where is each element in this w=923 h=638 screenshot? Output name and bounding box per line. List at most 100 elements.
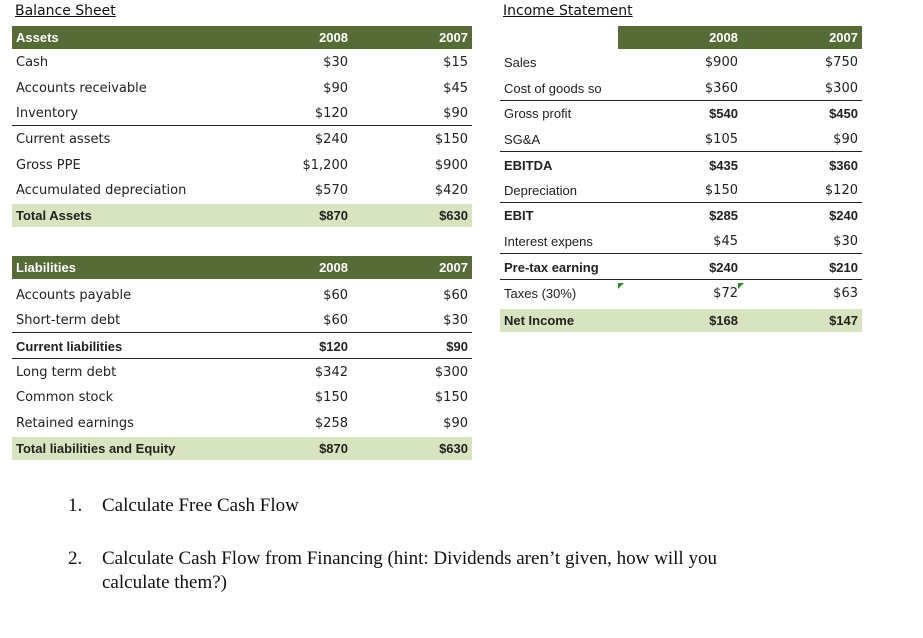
total-liabilities-row: Total liabilities and Equity $870 $630 [12,437,472,460]
row-value-2008: $150 [314,390,348,405]
table-row: Pre-tax earning $240 $210 [500,256,862,280]
row-value-2008: $90 [323,81,348,96]
row-value-2008: $60 [323,288,348,303]
row-label: Taxes (30%) [504,286,577,301]
assets-header-row: Assets 2008 2007 [12,26,472,49]
income-statement-title: Income Statement [503,3,633,19]
row-label: SG&A [504,132,541,147]
row-value-2008: $435 [709,158,738,173]
row-value-2008: $105 [704,132,738,147]
row-label: Retained earnings [16,416,134,431]
assets-table: Assets 2008 2007 Cash $30 $15 Accounts r… [12,26,472,232]
row-value-2008: $570 [314,183,348,198]
row-value-2007: $240 [829,208,858,223]
income-header-2008: 2008 [709,30,738,45]
row-value-2008: $360 [704,81,738,96]
liabilities-table: Liabilities 2008 2007 Accounts payable $… [12,256,472,466]
row-label: Sales [504,55,537,70]
row-value-2008: $342 [314,365,348,380]
table-row: Current liabilities $120 $90 [12,335,472,359]
balance-sheet-title: Balance Sheet [15,3,116,19]
row-value-2007: $90 [443,106,468,121]
liabilities-header-row: Liabilities 2008 2007 [12,256,472,279]
table-row: Accumulated depreciation $570 $420 [12,179,472,202]
table-row: Current assets $240 $150 [12,128,472,151]
net-income-2007: $147 [829,313,858,328]
row-label: Accounts receivable [16,81,147,96]
table-row: Depreciation $150 $120 [500,179,862,203]
row-label: Current liabilities [16,339,123,354]
row-value-2008: $540 [709,106,738,121]
total-liabilities-label: Total liabilities and Equity [16,441,176,456]
row-label: Accounts payable [16,288,132,303]
row-label: Depreciation [504,183,577,198]
table-row: Long term debt $342 $300 [12,361,472,384]
row-label: Gross PPE [16,158,81,173]
total-liabilities-2007: $630 [439,441,468,456]
row-value-2007: $750 [824,55,858,70]
table-row: Cash $30 $15 [12,51,472,74]
table-row: Accounts receivable $90 $45 [12,77,472,100]
table-row: Interest expens $45 $30 [500,230,862,254]
total-assets-row: Total Assets $870 $630 [12,204,472,227]
row-value-2007: $210 [829,260,858,275]
row-value-2008: $72 [713,286,738,301]
row-value-2007: $15 [443,55,468,70]
table-row: Gross profit $540 $450 [500,102,862,125]
row-label: Cost of goods so [504,81,602,96]
row-value-2008: $120 [319,339,348,354]
question-text: Calculate Cash Flow from Financing (hint… [102,548,717,569]
net-income-label: Net Income [504,313,575,328]
row-label: Current assets [16,132,111,147]
row-value-2007: $60 [443,288,468,303]
income-header-2007: 2007 [829,30,858,45]
table-row: EBIT $285 $240 [500,204,862,227]
row-value-2007: $360 [829,158,858,173]
row-label: Accumulated depreciation [16,183,187,198]
row-value-2007: $30 [443,313,468,328]
row-value-2007: $63 [833,286,858,301]
table-row: SG&A $105 $90 [500,128,862,152]
row-value-2008: $150 [704,183,738,198]
row-label: Pre-tax earning [504,260,599,275]
question-number: 1. [68,495,83,516]
row-value-2008: $258 [314,416,348,431]
row-value-2007: $450 [829,106,858,121]
income-header-row: 2008 2007 [500,26,862,49]
row-label: Gross profit [504,106,572,121]
table-row: Accounts payable $60 $60 [12,284,472,307]
table-row: Short-term debt $60 $30 [12,309,472,333]
row-label: Short-term debt [16,313,121,328]
row-value-2008: $60 [323,313,348,328]
table-row: Common stock $150 $150 [12,386,472,409]
table-row: EBITDA $435 $360 [500,154,862,177]
row-value-2007: $900 [434,158,468,173]
row-label: Common stock [16,390,114,405]
comment-marker-icon [738,283,744,289]
row-value-2007: $90 [446,339,468,354]
table-row: Cost of goods so $360 $300 [500,77,862,101]
row-label: Interest expens [504,234,593,249]
income-statement-table: 2008 2007 Sales $900 $750 Cost of goods … [500,26,862,336]
table-row: Inventory $120 $90 [12,102,472,126]
assets-header-2007: 2007 [439,30,468,45]
row-value-2008: $900 [704,55,738,70]
question-text: Calculate Free Cash Flow [102,495,299,516]
row-value-2007: $150 [434,390,468,405]
row-value-2007: $300 [434,365,468,380]
question-text-continued: calculate them?) [102,572,228,593]
assets-header-2008: 2008 [319,30,348,45]
liabilities-header-2008: 2008 [319,260,348,275]
row-value-2008: $285 [709,208,738,223]
row-value-2007: $420 [434,183,468,198]
assets-header-label: Assets [16,30,59,45]
table-row: Taxes (30%) $72 $63 [500,282,862,305]
row-value-2007: $150 [434,132,468,147]
row-value-2007: $45 [443,81,468,96]
row-label: Long term debt [16,365,117,380]
row-value-2008: $120 [314,106,348,121]
row-value-2007: $120 [824,183,858,198]
table-row: Sales $900 $750 [500,51,862,74]
total-liabilities-2008: $870 [319,441,348,456]
row-label: Inventory [16,106,79,121]
